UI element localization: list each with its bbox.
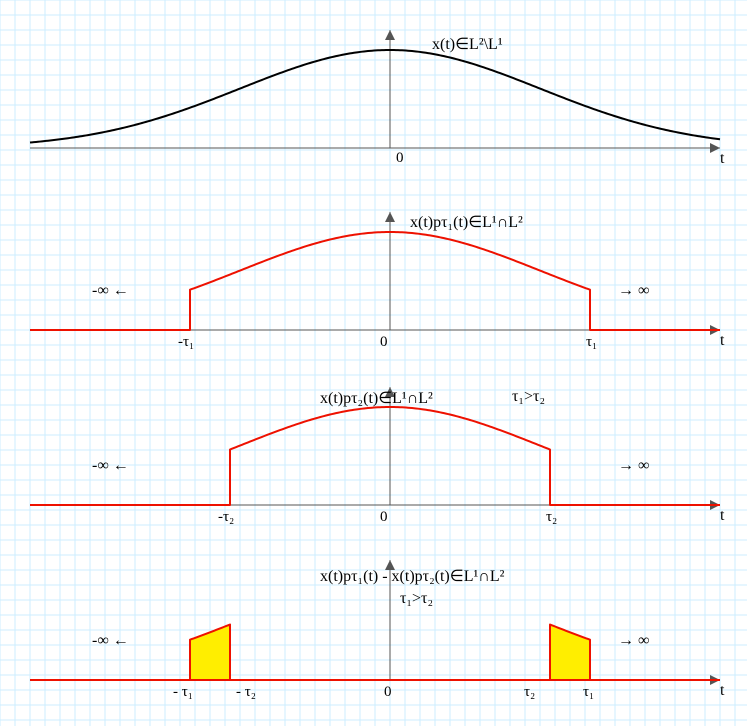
panel3-title: x(t)pτ₂(t)∈L¹∩L² bbox=[320, 388, 433, 408]
panel3-tau-pos: τ₂ bbox=[546, 509, 557, 526]
panel4-tau1-neg: - τ₁ bbox=[173, 684, 193, 701]
panel1-title: x(t)∈L²\L¹ bbox=[432, 34, 503, 54]
panel3-zero: 0 bbox=[380, 509, 388, 526]
panel4-t: t bbox=[720, 682, 724, 700]
panel2-inf-left: -∞ ← bbox=[92, 282, 129, 300]
panel4-zero: 0 bbox=[384, 684, 392, 701]
panel2-tau-neg: -τ₁ bbox=[178, 334, 194, 351]
panel1-zero: 0 bbox=[396, 150, 404, 167]
panel2-t: t bbox=[720, 332, 724, 350]
panel3-inf-left: -∞ ← bbox=[92, 457, 129, 475]
panel4-tau2-pos: τ₂ bbox=[524, 684, 535, 701]
panel4-inf-right: → ∞ bbox=[618, 632, 649, 650]
figure-svg bbox=[0, 0, 747, 726]
panel1-t: t bbox=[720, 150, 724, 168]
figure-canvas: x(t)∈L²\L¹ t 0 x(t)pτ₁(t)∈L¹∩L² t 0 -τ₁ … bbox=[0, 0, 747, 726]
panel4-extra: τ₁>τ₂ bbox=[400, 590, 433, 608]
panel2-zero: 0 bbox=[380, 334, 388, 351]
panel2-tau-pos: τ₁ bbox=[586, 334, 597, 351]
panel4-title: x(t)pτ₁(t) - x(t)pτ₂(t)∈L¹∩L² bbox=[320, 566, 504, 586]
panel3-extra: τ₁>τ₂ bbox=[512, 388, 545, 406]
panel4-tau1-pos: τ₁ bbox=[583, 684, 594, 701]
panel2-title: x(t)pτ₁(t)∈L¹∩L² bbox=[410, 212, 523, 232]
panel3-inf-right: → ∞ bbox=[618, 457, 649, 475]
panel3-t: t bbox=[720, 507, 724, 525]
panel4-inf-left: -∞ ← bbox=[92, 632, 129, 650]
panel3-tau-neg: -τ₂ bbox=[218, 509, 234, 526]
panel4-tau2-neg: - τ₂ bbox=[236, 684, 256, 701]
panel2-inf-right: → ∞ bbox=[618, 282, 649, 300]
